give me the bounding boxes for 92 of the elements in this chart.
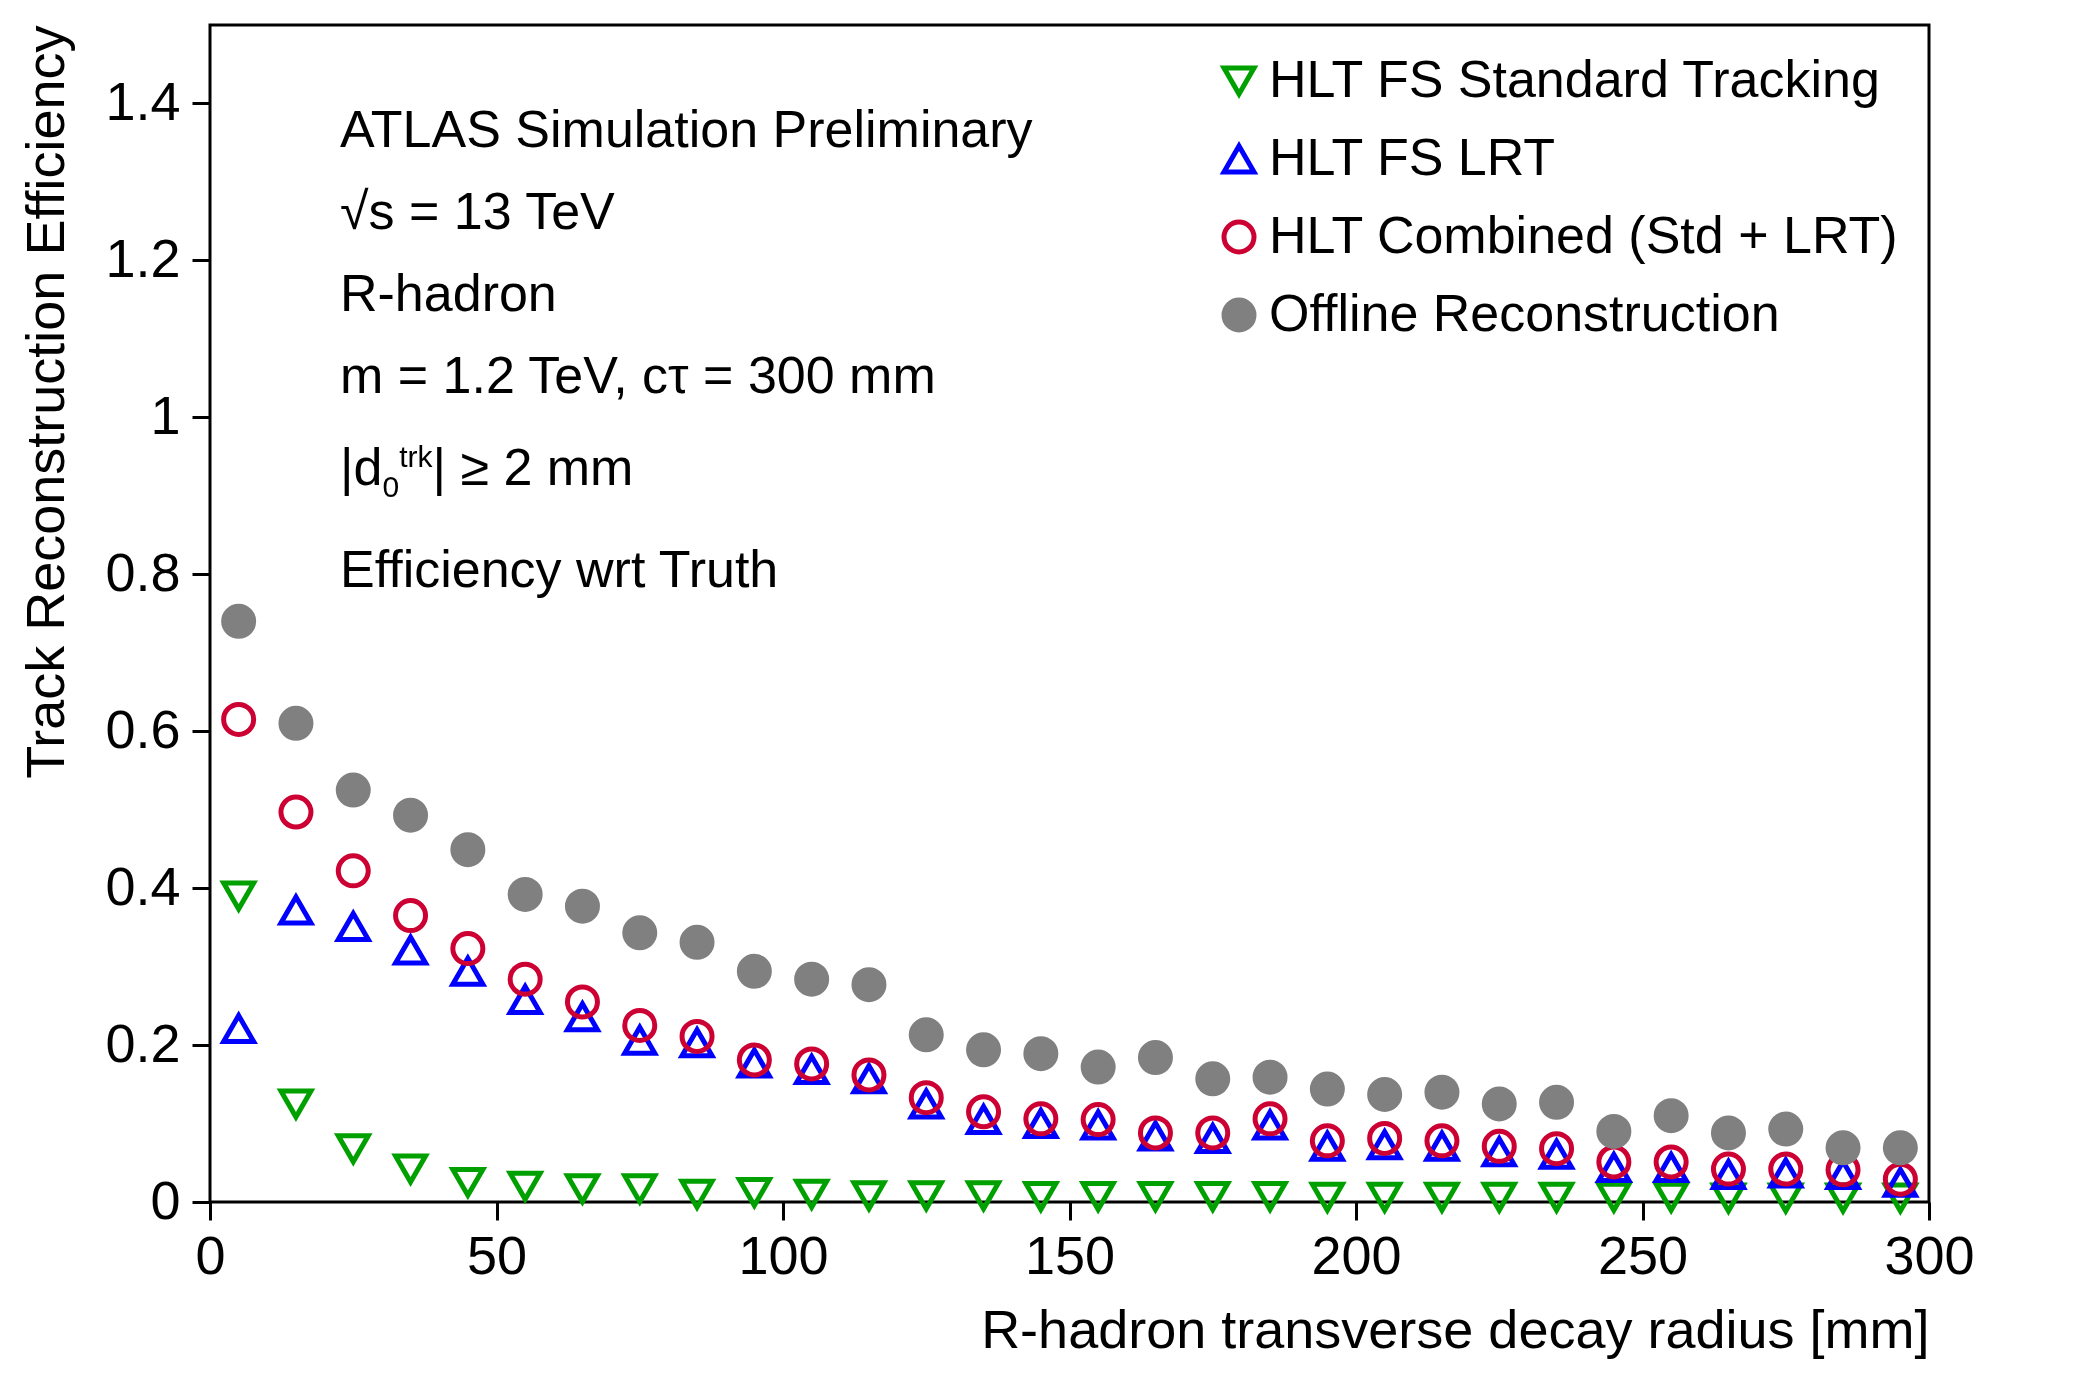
point	[335, 853, 371, 889]
point	[1653, 1098, 1689, 1134]
point	[563, 1173, 602, 1207]
point	[736, 953, 772, 989]
point	[335, 772, 371, 808]
point	[1023, 1101, 1059, 1137]
point	[677, 1178, 717, 1212]
point	[276, 892, 316, 926]
x-tick-label: 300	[1884, 1224, 1975, 1285]
point	[1193, 1181, 1232, 1215]
point	[221, 603, 257, 639]
point	[1768, 1151, 1804, 1187]
x-tick-label: 0	[195, 1224, 226, 1285]
point	[564, 888, 600, 924]
annotation: Efficiency wrt Truth	[340, 538, 780, 600]
point	[507, 961, 543, 997]
point	[1367, 1077, 1403, 1112]
x-tick-label: 150	[1024, 1224, 1116, 1285]
y-tick-label: 0.2	[105, 1012, 181, 1073]
point	[1825, 1130, 1861, 1166]
y-tick-label: 0.4	[105, 855, 181, 916]
point	[1424, 1074, 1460, 1110]
point	[1367, 1120, 1403, 1156]
annotation: ATLAS Simulation Preliminary	[340, 99, 1033, 160]
x-tick-label: 200	[1311, 1224, 1402, 1285]
legend-label: HLT FS LRT	[1269, 128, 1556, 186]
annotation: m = 1.2 TeV, cτ = 300 mm	[340, 345, 937, 406]
point	[620, 1022, 659, 1056]
annotation: |d$_{0}$$^{trk}$| ≥ 2 mm	[340, 437, 635, 505]
annotation: √s = 13 TeV	[340, 181, 616, 242]
x-tick-label: 50	[466, 1224, 528, 1285]
legend-label: HLT FS Standard Tracking	[1269, 50, 1880, 108]
point	[966, 1094, 1002, 1130]
point	[620, 1173, 659, 1207]
point	[1080, 1049, 1116, 1085]
point	[448, 953, 487, 987]
y-tick-label: 0.8	[105, 541, 181, 602]
point	[964, 1180, 1003, 1214]
x-tick-label: 250	[1597, 1224, 1689, 1285]
point	[1882, 1130, 1918, 1166]
point	[1137, 1040, 1173, 1076]
y-tick-label: 0.6	[105, 698, 181, 759]
point	[908, 1080, 944, 1116]
point	[1596, 1113, 1632, 1149]
y-tick-label: 1.4	[105, 70, 181, 131]
point	[849, 1180, 889, 1214]
point	[622, 1007, 658, 1043]
annotation: R-hadron	[340, 263, 558, 324]
point	[393, 898, 429, 934]
point	[450, 832, 486, 868]
point	[679, 924, 715, 960]
point	[622, 915, 658, 951]
point	[276, 1088, 316, 1122]
point	[735, 1177, 774, 1211]
point	[794, 961, 830, 997]
point	[1768, 1111, 1804, 1147]
point	[1481, 1128, 1517, 1164]
point	[851, 967, 887, 1003]
y-tick-label: 0	[150, 1169, 181, 1230]
point	[1250, 1181, 1290, 1215]
point	[221, 701, 257, 737]
legend-label: HLT Combined (Std + LRT)	[1269, 206, 1898, 264]
point	[679, 1018, 715, 1054]
y-tick-label: 1	[150, 384, 181, 445]
y-tick-label: 1.2	[105, 227, 181, 288]
point	[1136, 1181, 1175, 1215]
point	[1195, 1061, 1231, 1097]
point	[393, 797, 429, 833]
point	[334, 1133, 373, 1167]
point	[1252, 1101, 1288, 1137]
point	[907, 1180, 946, 1214]
point	[1079, 1181, 1118, 1215]
point	[564, 984, 600, 1020]
point	[1250, 1107, 1290, 1141]
point	[219, 880, 258, 914]
x-tick-label: 100	[738, 1224, 829, 1285]
point	[507, 876, 543, 912]
point	[1023, 1036, 1059, 1072]
point	[1481, 1086, 1517, 1122]
point	[1710, 1115, 1746, 1151]
point	[278, 705, 314, 741]
point	[1539, 1084, 1575, 1120]
x-axis-title: R-hadron transverse decay radius [mm]	[981, 1298, 1930, 1359]
point	[1021, 1181, 1060, 1215]
point	[278, 794, 314, 830]
point	[908, 1017, 944, 1053]
point	[450, 931, 486, 967]
point	[1252, 1059, 1288, 1095]
point	[1309, 1071, 1345, 1107]
y-axis-title: Track Reconstruction Efficiency	[15, 25, 76, 779]
legend-label: Offline Reconstruction	[1269, 284, 1780, 342]
point	[966, 1032, 1002, 1068]
